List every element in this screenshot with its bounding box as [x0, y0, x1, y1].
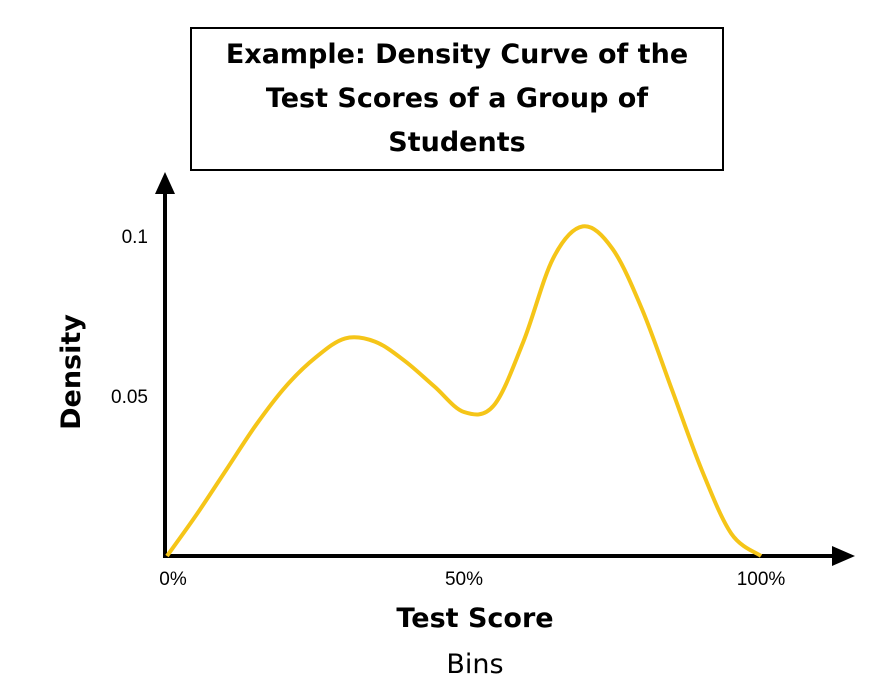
- x-tick-label: 50%: [445, 569, 483, 590]
- y-axis-title: Density: [56, 314, 87, 430]
- x-tick-label: 100%: [737, 569, 786, 590]
- x-axis-arrowhead: [832, 546, 855, 566]
- y-tick-label: 0.05: [111, 387, 148, 408]
- x-axis-title: Test Score: [396, 603, 553, 634]
- chart-title-box: Example: Density Curve of the Test Score…: [190, 27, 724, 171]
- bins-caption: Bins: [446, 649, 503, 680]
- density-curve: [165, 224, 763, 558]
- y-axis-arrowhead: [155, 172, 175, 194]
- x-tick-label: 0%: [159, 569, 187, 590]
- y-tick-label: 0.1: [122, 227, 148, 248]
- chart-title: Example: Density Curve of the Test Score…: [225, 39, 689, 158]
